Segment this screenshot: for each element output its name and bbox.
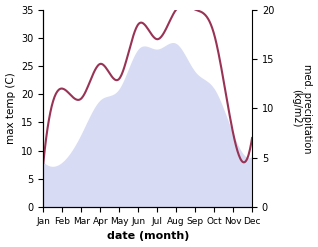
Y-axis label: max temp (C): max temp (C) (5, 72, 16, 144)
Y-axis label: med. precipitation
(kg/m2): med. precipitation (kg/m2) (291, 64, 313, 153)
X-axis label: date (month): date (month) (107, 231, 189, 242)
